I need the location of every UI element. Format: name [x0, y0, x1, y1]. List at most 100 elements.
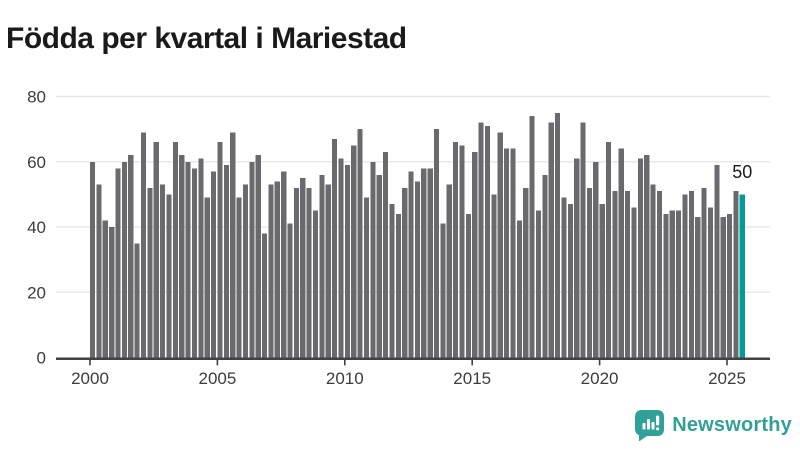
bar: [676, 210, 682, 358]
newsworthy-logo: Newsworthy: [635, 410, 792, 441]
bar: [402, 187, 408, 358]
bar: [733, 191, 739, 358]
bar: [561, 197, 567, 358]
bar: [644, 155, 650, 358]
axis-tick: [344, 359, 346, 366]
bar: [421, 168, 427, 358]
bar: [179, 155, 185, 358]
x-tick-label: 2015: [453, 369, 491, 388]
bar: [102, 220, 108, 358]
bar: [567, 204, 573, 358]
bar: [325, 184, 331, 358]
bar: [516, 220, 522, 358]
bar: [510, 148, 516, 358]
bar: [153, 142, 159, 358]
bar: [293, 187, 299, 358]
highlight-value-label: 50: [732, 162, 753, 182]
bar: [446, 184, 452, 358]
bar: [274, 181, 280, 358]
bar: [249, 161, 255, 358]
bar: [185, 161, 191, 358]
bar: [230, 132, 236, 358]
bar: [287, 223, 293, 358]
y-tick-label: 60: [27, 153, 46, 172]
y-tick-label: 80: [27, 88, 46, 107]
bar: [484, 125, 491, 358]
bar: [478, 122, 484, 358]
bar: [363, 197, 370, 358]
axis-tick: [598, 359, 601, 366]
bar: [682, 194, 688, 358]
bar: [465, 213, 471, 358]
chart-title: Födda per kvartal i Mariestad: [6, 22, 407, 56]
axis-tick: [216, 359, 219, 366]
bar: [605, 142, 612, 358]
highlight-bar: [739, 194, 745, 358]
x-axis-line: [56, 357, 770, 360]
bar: [389, 204, 395, 358]
bar: [433, 129, 440, 358]
bar: [357, 129, 363, 358]
bar: [586, 187, 593, 358]
bar: [96, 184, 102, 358]
bar: [242, 184, 249, 358]
bar: [115, 168, 121, 358]
gridline: [56, 161, 770, 163]
bar: [701, 187, 707, 358]
bar: [198, 158, 204, 358]
newsworthy-icon: [635, 410, 665, 441]
axis-tick: [89, 359, 91, 366]
bar: [656, 191, 663, 358]
bar: [459, 145, 465, 358]
bar: [555, 112, 561, 358]
bar: [90, 161, 96, 358]
y-tick-label: 40: [27, 218, 46, 237]
newsworthy-wordmark: Newsworthy: [672, 414, 792, 436]
x-tick-label: 2000: [71, 369, 109, 388]
bar: [453, 142, 459, 358]
bar: [312, 210, 319, 358]
bar: [669, 210, 675, 358]
axis-tick: [471, 359, 473, 366]
bar: [281, 171, 287, 358]
axis-tick: [726, 359, 728, 366]
bar: [140, 132, 147, 358]
bar: [542, 174, 548, 358]
bar: [191, 168, 198, 358]
bar: [618, 148, 624, 358]
bar: [223, 165, 229, 358]
bar: [261, 233, 268, 358]
bar: [599, 204, 605, 358]
bar: [395, 213, 401, 358]
bar: [593, 161, 599, 358]
bar: [268, 184, 274, 358]
bar: [383, 151, 389, 358]
bar: [376, 174, 382, 358]
bar: [147, 187, 153, 358]
bar: [497, 132, 503, 358]
bar: [300, 178, 306, 358]
bar: [236, 197, 242, 358]
bar: [529, 116, 535, 358]
bar: [707, 207, 714, 358]
bar: [650, 184, 656, 358]
bar: [338, 158, 344, 358]
x-tick-label: 2005: [198, 369, 236, 388]
bar: [504, 148, 510, 358]
bar: [523, 187, 529, 358]
bar: [306, 187, 312, 358]
bar: [370, 161, 376, 358]
bar: [535, 210, 542, 358]
bar: [720, 217, 726, 358]
bar: [427, 168, 433, 358]
bar: [440, 223, 446, 358]
bar: [172, 142, 178, 358]
bar: [319, 174, 325, 358]
bar: [217, 142, 223, 358]
bar: [548, 122, 554, 358]
bar: [612, 191, 618, 358]
gridline: [56, 95, 770, 98]
bar: [134, 243, 140, 358]
bar: [631, 207, 637, 358]
